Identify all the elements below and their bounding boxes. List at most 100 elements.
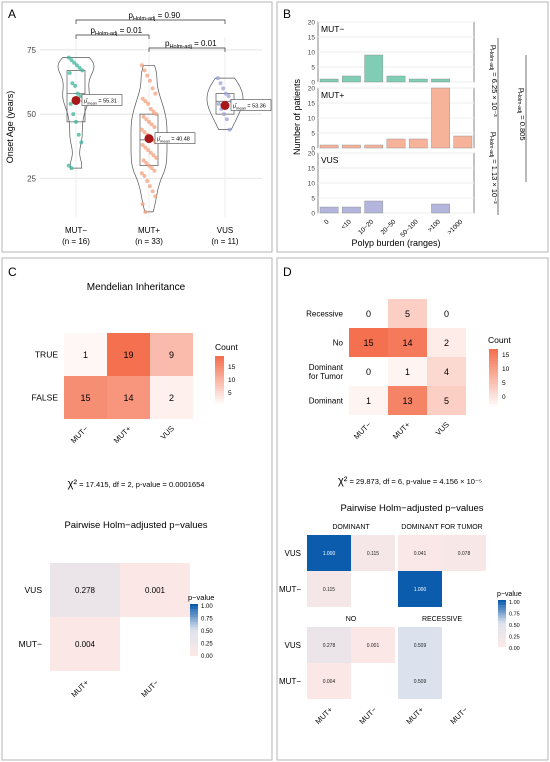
bar [431, 87, 450, 149]
cell-value: 0.004 [323, 679, 336, 685]
row-label: MUT− [19, 639, 42, 649]
cell-value: 0 [366, 309, 371, 319]
heatmap-cell [398, 663, 442, 699]
x-tick-label: 20−50 [380, 218, 398, 236]
data-point [154, 155, 159, 160]
data-point [70, 81, 75, 86]
data-point [147, 78, 152, 83]
legend-gradient [190, 640, 198, 644]
bar [364, 144, 384, 149]
legend-gradient [498, 613, 506, 616]
cell-value: 19 [123, 350, 133, 360]
x-tick-label: 0 [323, 218, 331, 226]
legend-gradient [498, 600, 506, 603]
heatmap-cell [427, 299, 466, 328]
x-tick-label: MUT+ [138, 226, 160, 235]
legend-gradient [489, 371, 498, 375]
data-point [218, 81, 223, 86]
heatmap-cell [307, 571, 351, 607]
y-tick-label: 75 [27, 46, 36, 55]
legend-gradient [489, 364, 498, 367]
col-label: VUS [159, 424, 176, 441]
heatmap-cell [398, 571, 442, 607]
heatmap-cell [150, 333, 193, 376]
y-tick-label: 5 [311, 65, 315, 72]
legend-gradient [215, 393, 224, 397]
data-point [139, 171, 144, 176]
legend-gradient [489, 396, 498, 400]
y-tick-label: 0 [311, 211, 315, 218]
cell-value: 0.278 [75, 586, 96, 595]
data-point [74, 63, 79, 68]
col-label: MUT+ [391, 420, 412, 441]
heatmap-cell [50, 563, 120, 617]
data-point [142, 173, 147, 178]
panel-b-bar-chart: Number of patients 0 5 10 15 20 MUT− 0 5 10 15 20 MU… [292, 20, 527, 249]
legend-gradient [498, 626, 506, 629]
legend-gradient [489, 381, 498, 385]
col-label: MUT− [448, 705, 469, 726]
legend-gradient [489, 391, 498, 395]
y-tick-label: 15 [308, 166, 316, 173]
legend-gradient [489, 399, 498, 402]
legend-gradient [190, 637, 198, 641]
legend-gradient [190, 622, 198, 625]
col-label: MUT+ [112, 424, 133, 445]
legend-gradient [498, 605, 506, 608]
y-tick-label: 5 [311, 196, 315, 203]
legend-tick: 1.00 [509, 600, 520, 606]
legend-gradient [498, 636, 506, 640]
cell-value: 0.509 [414, 679, 427, 685]
heatmap-cell [388, 328, 427, 357]
cell-value: 0 [366, 367, 371, 377]
data-point [69, 166, 74, 171]
legend-gradient [215, 391, 224, 394]
legend-gradient [215, 361, 224, 364]
legend-tick: 10 [228, 377, 236, 384]
legend-gradient [190, 614, 198, 618]
heatmap-cell [442, 535, 486, 571]
cell-value: 0.001 [145, 586, 166, 595]
bar [342, 75, 361, 83]
cell-value: 1 [83, 350, 88, 360]
data-point [66, 163, 71, 168]
data-point [150, 189, 155, 194]
legend-gradient [190, 635, 198, 638]
legend-gradient [489, 351, 498, 355]
row-label: TRUE [35, 350, 58, 360]
panel-c-frame [1, 257, 273, 761]
legend-gradient [498, 602, 506, 606]
data-point [79, 140, 84, 145]
data-point [142, 130, 147, 135]
data-point [152, 168, 157, 173]
legend-tick: 1.00 [201, 604, 213, 610]
legend-gradient [215, 378, 224, 382]
mean-point [220, 101, 230, 111]
y-tick-label: 15 [308, 35, 316, 42]
legend-gradient [190, 627, 198, 631]
cell-value: 1.000 [414, 587, 427, 593]
x-axis-label: Polyp burden (ranges) [351, 238, 440, 248]
cell-value: 15 [80, 393, 90, 403]
data-point [78, 94, 83, 99]
cell-value: 1.000 [323, 551, 336, 557]
legend-gradient [190, 624, 198, 628]
y-tick-label: 0 [311, 80, 315, 87]
bar [386, 75, 406, 83]
col-label: MUT− [352, 420, 373, 441]
legend-gradient [190, 653, 198, 657]
heatmap-title: Mendelian Inheritance [87, 282, 186, 293]
mean-label: μ̂mean = 40.48 [157, 137, 190, 144]
y-tick-label: 5 [311, 131, 315, 138]
cell-value: 13 [402, 396, 412, 406]
data-point [148, 150, 153, 155]
legend-title: Count [215, 342, 238, 352]
panel-c-pvalue-heatmap: Pairwise Holm−adjusted p−values VUS 0.278 0… [19, 520, 215, 699]
legend-gradient [489, 404, 498, 407]
heatmap-cell [427, 357, 466, 386]
data-point [146, 101, 151, 106]
legend-gradient [215, 401, 224, 404]
heatmap-cell [150, 376, 193, 419]
data-point [147, 119, 151, 124]
panel-label-a: A [8, 7, 16, 21]
